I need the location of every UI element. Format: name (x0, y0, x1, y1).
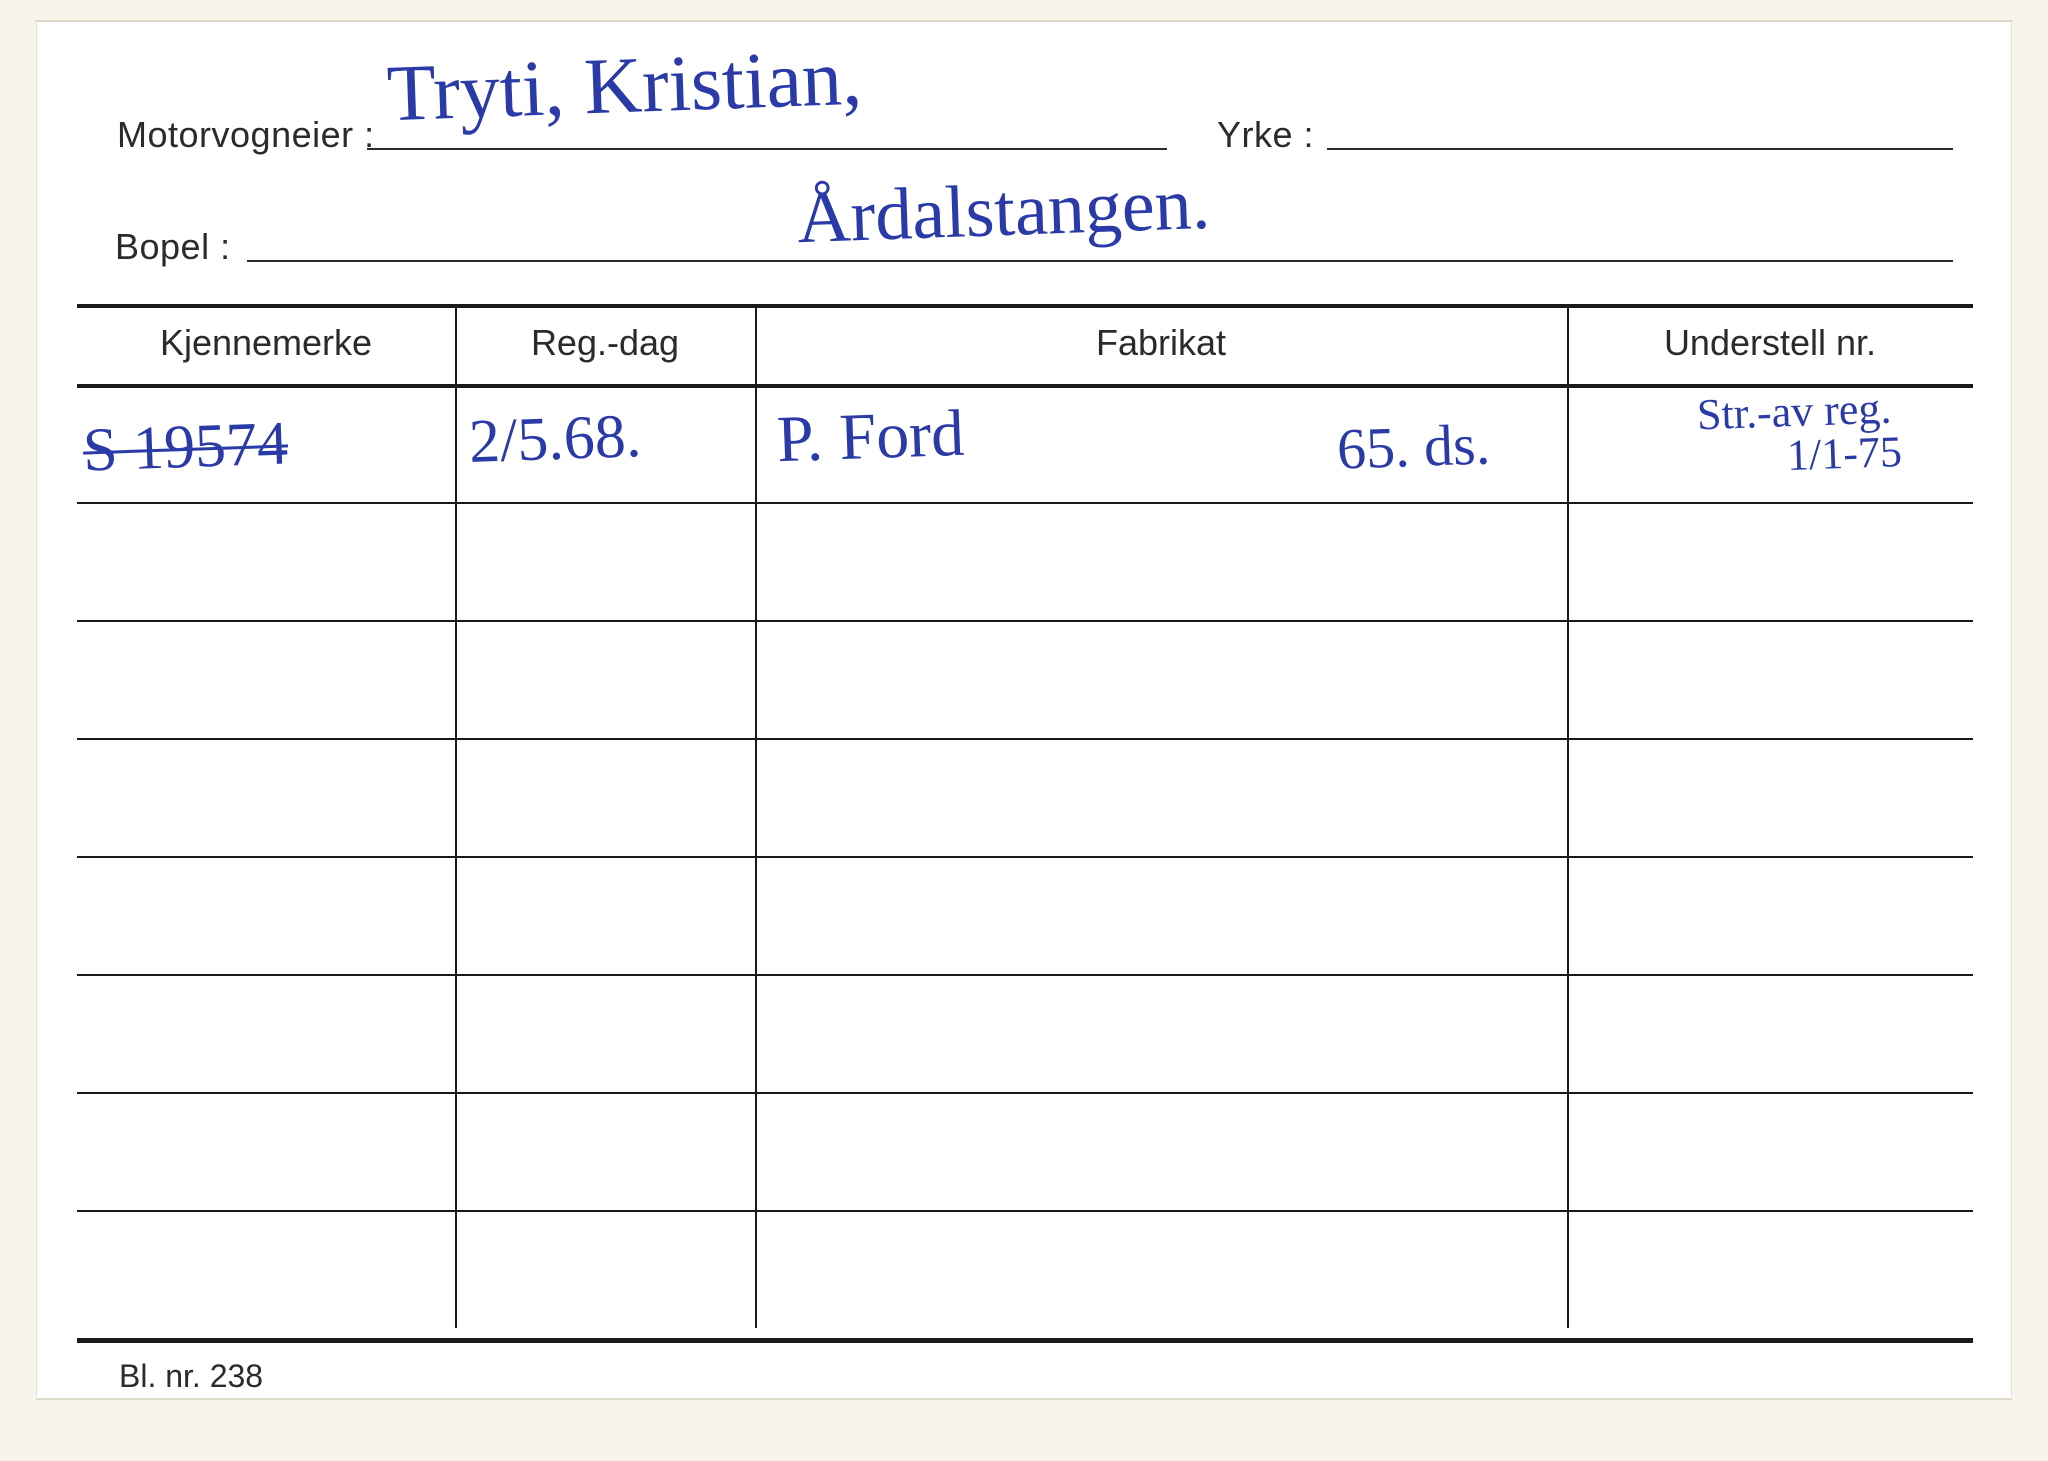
row-rule-4 (77, 856, 1973, 858)
owner-label: Motorvogneier : (117, 114, 375, 156)
col-divider-3 (1567, 304, 1569, 1328)
owner-name-handwriting: Tryti, Kristian, (386, 38, 863, 135)
row1-fabrikat-a: P. Ford (776, 401, 965, 473)
owner-underline (367, 148, 1167, 150)
table-header-rule (77, 384, 1973, 388)
col-divider-1 (455, 304, 457, 1328)
row1-regdag: 2/5.68. (468, 405, 642, 473)
col-understell-header: Understell nr. (1567, 322, 1973, 364)
table-top-rule (77, 304, 1973, 308)
row1-fabrikat-b: 65. ds. (1336, 415, 1491, 478)
col-divider-2 (755, 304, 757, 1328)
row-rule-6 (77, 1092, 1973, 1094)
residence-label: Bopel : (115, 226, 231, 268)
registration-card: Motorvogneier : Yrke : Bopel : Tryti, Kr… (36, 20, 2012, 1400)
form-number: Bl. nr. 238 (119, 1358, 263, 1395)
card-bottom-rule (77, 1338, 1973, 1343)
occupation-label: Yrke : (1217, 114, 1314, 156)
row-rule-2 (77, 620, 1973, 622)
row-rule-5 (77, 974, 1973, 976)
row-rule-7 (77, 1210, 1973, 1212)
col-kjennemerke-header: Kjennemerke (77, 322, 455, 364)
row1-understell-b: 1/1-75 (1786, 430, 1902, 478)
col-fabrikat-header: Fabrikat (755, 322, 1567, 364)
residence-underline (247, 260, 1953, 262)
occupation-underline (1327, 148, 1953, 150)
row-rule-1 (77, 502, 1973, 504)
row-rule-3 (77, 738, 1973, 740)
residence-handwriting: Årdalstangen. (796, 167, 1211, 255)
row1-kjennemerke: S 19574 (82, 412, 289, 481)
col-regdag-header: Reg.-dag (455, 322, 755, 364)
